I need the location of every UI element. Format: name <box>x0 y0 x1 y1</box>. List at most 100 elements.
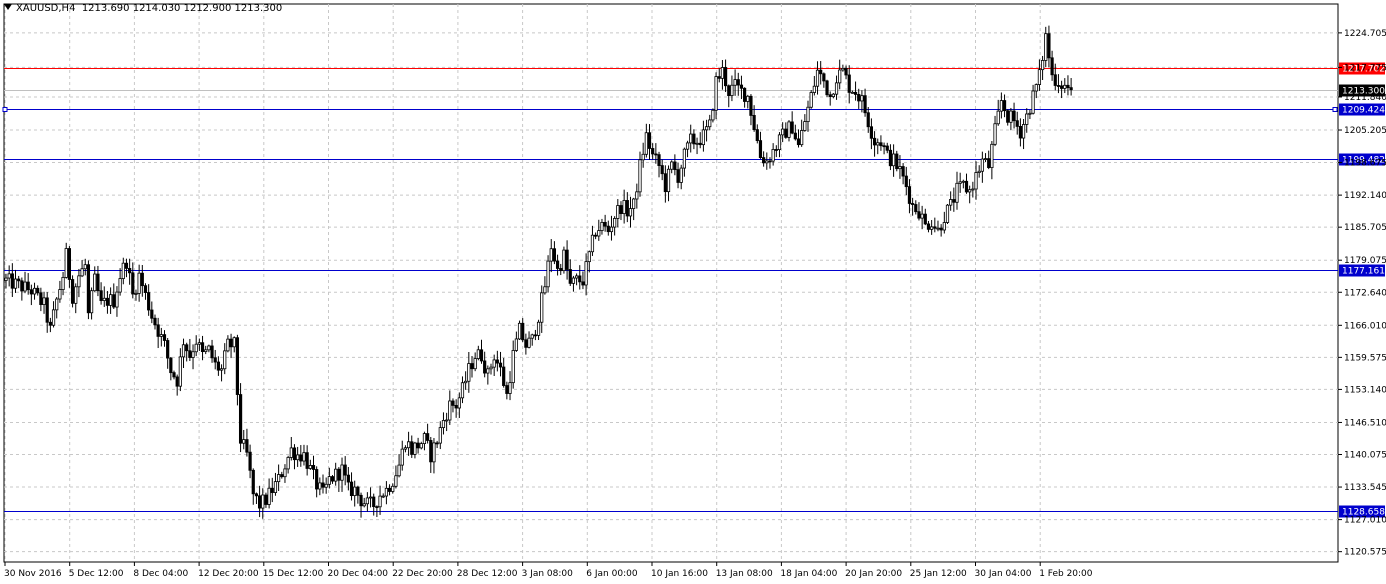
candle-bull <box>194 343 198 353</box>
symbol-label: XAUUSD,H4 <box>16 3 76 14</box>
x-tick-label: 30 Nov 2016 <box>4 569 62 579</box>
candle-bull <box>457 397 461 409</box>
candle-bull <box>83 264 87 270</box>
candle-bull <box>609 226 614 233</box>
candle-bull <box>368 496 373 499</box>
y-tick-label: 1146.510 <box>1344 418 1386 428</box>
candle-bear <box>67 248 71 280</box>
candle-bear <box>793 132 797 140</box>
candle-bear <box>216 361 220 371</box>
candle-bull <box>302 452 306 462</box>
candle-bear <box>1050 57 1054 76</box>
candle-bull <box>473 358 477 370</box>
candle-bull <box>460 382 465 399</box>
candle-bear <box>451 400 455 406</box>
candle-bull <box>89 290 94 314</box>
candle-bull <box>422 433 427 444</box>
candle-bull <box>13 278 18 289</box>
candle-bull <box>64 248 68 278</box>
candle-bull <box>378 495 382 508</box>
candle-bull <box>945 204 950 223</box>
candle-bear <box>866 112 870 128</box>
candle-bull <box>492 359 496 368</box>
level-label: 1128.658 <box>1342 508 1385 518</box>
candle-bull <box>397 464 401 477</box>
candle-bear <box>1006 110 1010 123</box>
candle-bear <box>248 451 252 471</box>
candle-bull <box>562 249 566 272</box>
candle-bull <box>441 420 446 429</box>
level-label: 1209.424 <box>1342 106 1385 116</box>
candle-bear <box>359 494 363 507</box>
candle-bull <box>720 67 725 79</box>
candle-bull <box>999 100 1003 112</box>
candle-bear <box>147 292 151 311</box>
candle-bear <box>895 153 899 170</box>
candle-bull <box>679 167 683 183</box>
candle-bull <box>74 286 78 304</box>
candle-bear <box>210 345 214 359</box>
y-tick-label: 1198.675 <box>1344 159 1386 169</box>
candle-bear <box>755 129 759 142</box>
candle-bear <box>952 199 956 203</box>
candle-bear <box>619 205 623 214</box>
candle-bull <box>77 275 81 288</box>
x-tick-label: 22 Dec 20:00 <box>392 569 453 579</box>
level-label-bg <box>1339 505 1385 518</box>
candle-bear <box>17 278 21 282</box>
candle-bear <box>914 204 918 213</box>
candle-bull <box>381 495 385 498</box>
candle-bull <box>546 260 550 288</box>
menu-triangle-icon[interactable] <box>4 4 12 10</box>
candle-bull <box>714 76 718 111</box>
candle-bear <box>479 349 484 362</box>
candle-bull <box>682 148 686 169</box>
candle-bear <box>822 73 826 82</box>
candle-bear <box>796 138 801 146</box>
y-tick-label: 1127.010 <box>1344 516 1386 526</box>
candle-bear <box>483 360 487 374</box>
candle-bull <box>391 485 395 492</box>
candle-bear <box>162 334 167 341</box>
x-tick-label: 3 Jan 08:00 <box>522 569 574 579</box>
candle-bull <box>400 448 404 466</box>
candle-bull <box>996 110 1000 125</box>
candle-bear <box>10 273 14 289</box>
candle-bear <box>169 357 173 374</box>
candle-bear <box>717 76 721 79</box>
candle-bull <box>1040 60 1045 71</box>
y-tick-label: 1217.775 <box>1344 63 1386 73</box>
y-tick-label: 1192.140 <box>1344 191 1386 201</box>
candle-bull <box>809 92 813 108</box>
candle-bear <box>166 340 170 359</box>
candle-bear <box>790 121 794 134</box>
candle-bull <box>4 277 8 281</box>
candle-bear <box>36 287 40 294</box>
candle-bull <box>777 134 782 151</box>
candle-bull <box>517 322 522 340</box>
candle-bear <box>175 376 179 387</box>
candle-bear <box>606 225 610 233</box>
candle-bull <box>445 419 449 422</box>
candle-bull <box>1063 84 1067 89</box>
candle-bull <box>289 447 293 458</box>
candle-bear <box>39 292 43 305</box>
candle-bear <box>311 465 316 470</box>
candle-bull <box>286 457 290 470</box>
candle-bull <box>644 132 648 155</box>
candle-bull <box>1025 113 1029 125</box>
candle-bull <box>419 443 423 449</box>
candle-bull <box>486 368 490 374</box>
candle-bull <box>977 170 981 173</box>
candle-bear <box>245 439 249 453</box>
candle-bear <box>454 404 458 409</box>
candle-bear <box>292 447 297 461</box>
candle-bear <box>156 324 160 337</box>
x-tick-label: 6 Jan 00:00 <box>586 569 638 579</box>
candle-bear <box>904 175 908 188</box>
candle-bull <box>438 427 442 444</box>
candle-bear <box>257 495 262 509</box>
candle-bear <box>594 234 598 237</box>
y-tick-label: 1185.705 <box>1344 223 1386 233</box>
candle-bear <box>964 180 969 193</box>
